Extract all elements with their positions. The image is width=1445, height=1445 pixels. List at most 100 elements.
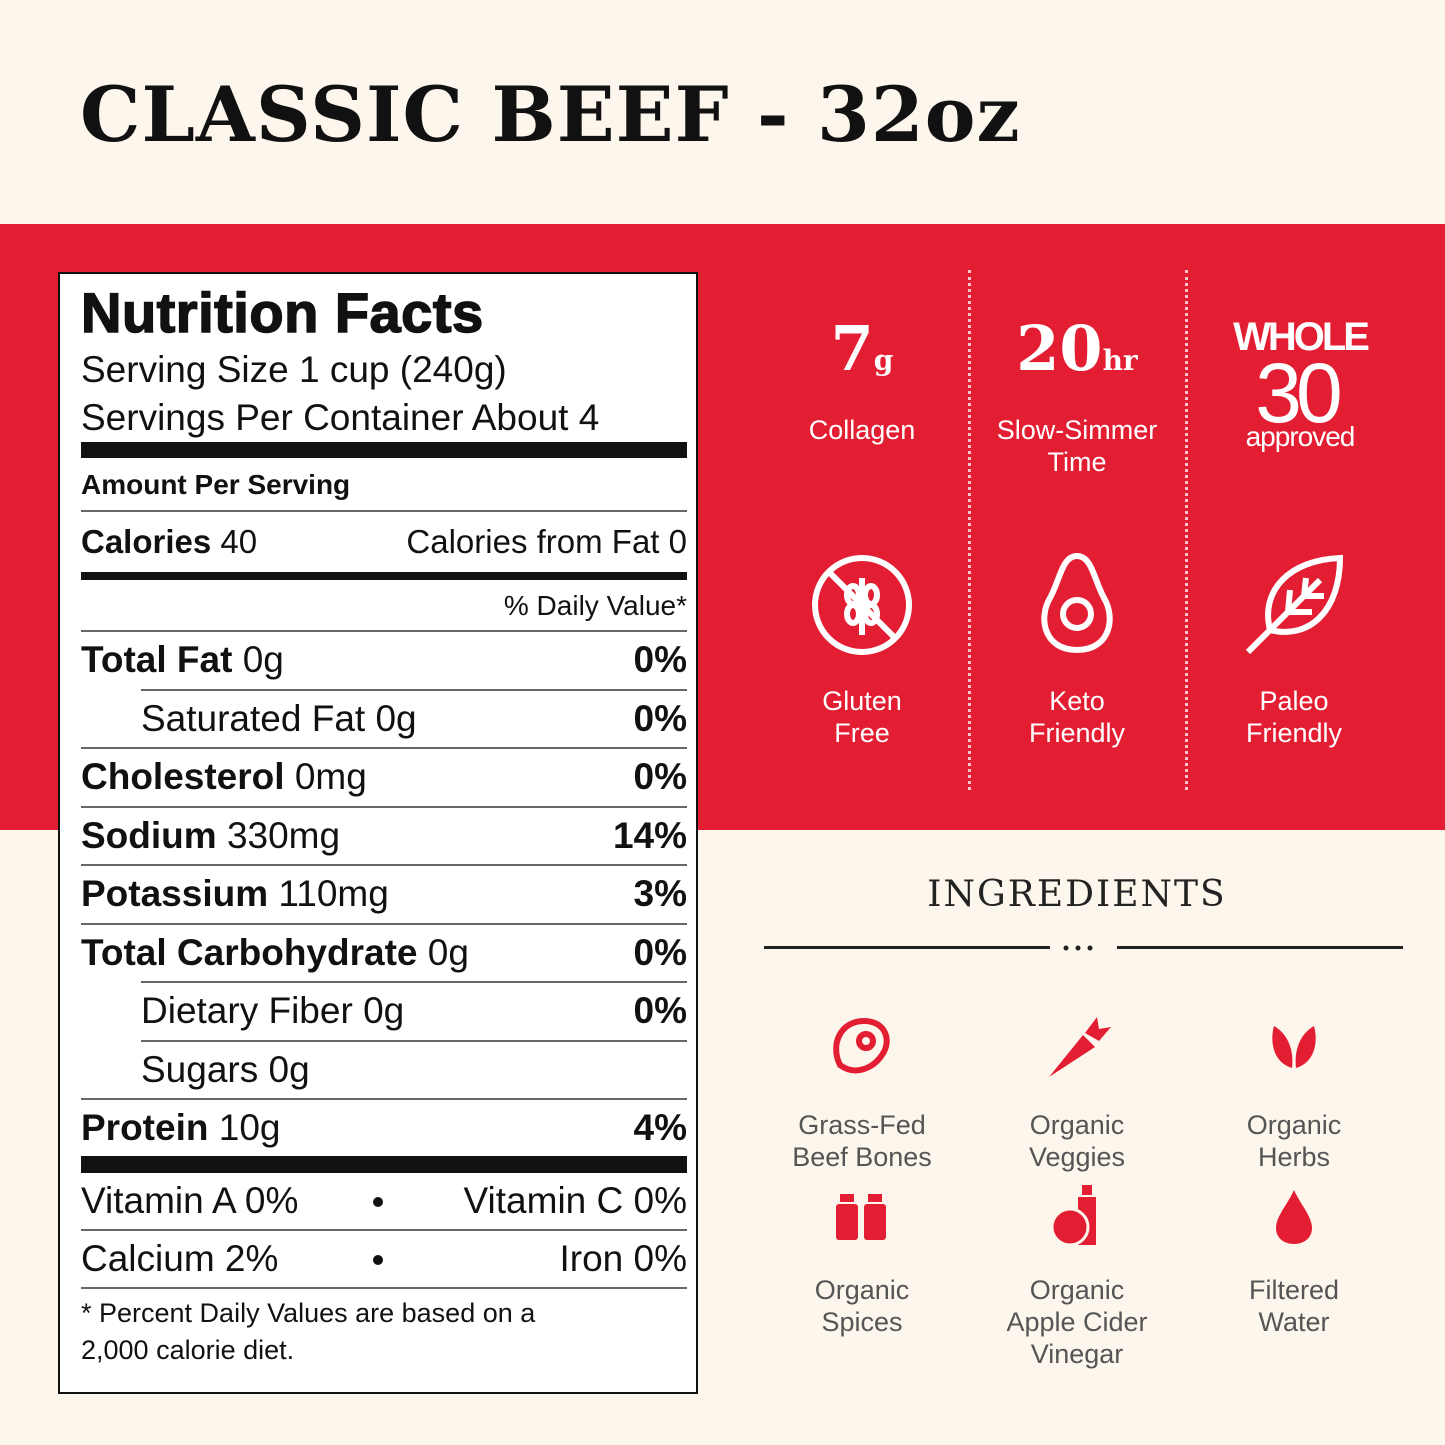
vinegar-icon bbox=[1050, 1185, 1096, 1247]
nutrient-row: Cholesterol 0mg 0% bbox=[81, 747, 687, 806]
vitamin: Vitamin A 0% bbox=[81, 1179, 299, 1221]
nutrient-name: Total Fat bbox=[81, 639, 233, 681]
nutrient-row: Total Carbohydrate 0g 0% bbox=[81, 922, 687, 982]
nutrient: Cholesterol 0mg bbox=[81, 756, 367, 798]
veggies-icon bbox=[1049, 1017, 1111, 1077]
nutrient-name: Sugars bbox=[141, 1048, 259, 1090]
vitamin: Vitamin C 0% bbox=[463, 1179, 687, 1221]
nutrient: Sodium 330mg bbox=[81, 815, 340, 857]
nutrient: Dietary Fiber 0g bbox=[141, 990, 404, 1032]
ingredient-label: Veggies bbox=[1028, 1142, 1126, 1172]
nutrient-amount: 110mg bbox=[278, 873, 389, 915]
daily-value-header: % Daily Value* bbox=[81, 580, 687, 632]
vitamin-rows: Vitamin A 0% Vitamin C 0% Calcium 2% Iron 0… bbox=[81, 1173, 687, 1289]
rule bbox=[764, 946, 1050, 949]
highlight-number: 20 bbox=[1016, 312, 1103, 385]
nutrient-rows: Total Fat 0g 0% Saturated Fat 0g 0% Choleste… bbox=[81, 632, 687, 1157]
paleo-icon bbox=[1245, 554, 1344, 655]
vitamin-row: Vitamin A 0% Vitamin C 0% bbox=[81, 1173, 687, 1231]
nutrient: Sugars 0g bbox=[141, 1049, 310, 1091]
calories-label: Calories bbox=[81, 523, 212, 560]
nutrient-name: Protein bbox=[81, 1107, 209, 1149]
nutrient-row: Sodium 330mg 14% bbox=[81, 805, 687, 865]
nutrient-amount: 10g bbox=[218, 1107, 281, 1149]
divider bbox=[968, 270, 971, 790]
serving-size: Serving Size 1 cup (240g) bbox=[81, 349, 507, 390]
daily-value: 0% bbox=[633, 931, 687, 973]
rule bbox=[1117, 946, 1403, 949]
nutrient-amount: 0mg bbox=[294, 756, 367, 798]
nutrient-name: Sodium bbox=[81, 814, 217, 856]
daily-value: 3% bbox=[633, 873, 687, 915]
nutrient-row: Potassium 110mg 3% bbox=[81, 864, 687, 923]
ingredient-label: Herbs bbox=[1257, 1142, 1331, 1172]
ingredient-label: Organic bbox=[1246, 1110, 1342, 1140]
spices-icon bbox=[836, 1194, 886, 1240]
daily-value: 0% bbox=[633, 990, 687, 1032]
logo-line3: approved bbox=[1246, 421, 1355, 452]
diet-label: Friendly bbox=[1245, 718, 1343, 748]
daily-value: 4% bbox=[633, 1107, 687, 1149]
beef-icon bbox=[833, 1017, 890, 1074]
daily-value: 0% bbox=[633, 756, 687, 798]
diet-label: Paleo bbox=[1259, 686, 1329, 716]
ingredient-label: Water bbox=[1258, 1307, 1330, 1337]
calories-row: Calories 40 Calories from Fat 0 bbox=[81, 512, 687, 572]
rule-dots bbox=[1063, 945, 1093, 951]
nutrient-row: Sugars 0g bbox=[141, 1039, 687, 1099]
footnote-line: * Percent Daily Values are based on a bbox=[81, 1297, 536, 1328]
highlight-unit: hr bbox=[1102, 344, 1138, 377]
footnote-line: 2,000 calorie diet. bbox=[81, 1334, 295, 1365]
keto-icon bbox=[1041, 552, 1113, 654]
highlight-value: 20hr bbox=[927, 312, 1227, 385]
daily-value: 0% bbox=[633, 639, 687, 681]
nutrient-amount: 330mg bbox=[226, 814, 341, 856]
nutrient-name: Cholesterol bbox=[81, 756, 285, 798]
nutrient: Saturated Fat 0g bbox=[141, 698, 417, 740]
thick-rule bbox=[81, 1155, 687, 1173]
nutrient-amount: 0g bbox=[375, 697, 417, 739]
vitamin: Iron 0% bbox=[559, 1237, 687, 1279]
ingredient-label: Spices bbox=[821, 1307, 903, 1337]
highlight-label: Collagen bbox=[808, 415, 916, 445]
highlight-value: 7g bbox=[712, 312, 1012, 385]
nutrition-label: Nutrition Facts Serving Size 1 cup (240g… bbox=[58, 272, 698, 1394]
servings-per-container: Servings Per Container About 4 bbox=[81, 397, 600, 438]
nutrition-title: Nutrition Facts bbox=[80, 280, 484, 345]
highlight-label: Slow-Simmer bbox=[996, 415, 1158, 445]
nutrient: Potassium 110mg bbox=[81, 873, 389, 915]
calories-from-fat: Calories from Fat 0 bbox=[406, 523, 687, 560]
footnote: * Percent Daily Values are based on a 2,0… bbox=[81, 1295, 687, 1369]
divider bbox=[1185, 270, 1188, 790]
nutrient-amount: 0g bbox=[363, 990, 405, 1032]
nutrient-row: Total Fat 0g 0% bbox=[81, 632, 687, 689]
nutrient: Protein 10g bbox=[81, 1107, 280, 1149]
diet-label: Gluten bbox=[822, 686, 902, 716]
nutrient-name: Total Carbohydrate bbox=[81, 931, 418, 973]
logo-line1: WHOLE bbox=[1233, 315, 1369, 359]
nutrient: Total Carbohydrate 0g bbox=[81, 932, 469, 974]
highlight-unit: g bbox=[873, 344, 894, 377]
ingredient-label: Organic bbox=[1029, 1275, 1125, 1305]
nutrient-amount: 0g bbox=[427, 931, 469, 973]
vitamin-row: Calcium 2% Iron 0% bbox=[81, 1231, 687, 1289]
water-icon bbox=[1276, 1190, 1312, 1244]
gluten-free-icon bbox=[812, 555, 912, 655]
highlight-label: Time bbox=[1047, 447, 1107, 477]
ingredient-label: Vinegar bbox=[1030, 1339, 1124, 1369]
calories-value: 40 bbox=[220, 523, 258, 560]
ingredient-label: Organic bbox=[1029, 1110, 1125, 1140]
ingredients-title: INGREDIENTS bbox=[927, 874, 1227, 915]
page-title: CLASSIC BEEF - 32oz bbox=[80, 70, 1021, 159]
ingredient-label: Beef Bones bbox=[792, 1142, 932, 1172]
nutrient-amount: 0g bbox=[242, 639, 284, 681]
daily-value: 0% bbox=[633, 697, 687, 739]
whole30-logo: WHOLE 30 approved bbox=[1233, 315, 1372, 452]
bullet bbox=[373, 1254, 383, 1265]
nutrient-row: Protein 10g 4% bbox=[81, 1098, 687, 1157]
nutrition-content: Nutrition Facts Serving Size 1 cup (240g… bbox=[80, 274, 687, 1369]
daily-value: 14% bbox=[612, 814, 687, 856]
vitamin: Calcium 2% bbox=[81, 1237, 279, 1279]
herbs-icon bbox=[1272, 1026, 1316, 1068]
